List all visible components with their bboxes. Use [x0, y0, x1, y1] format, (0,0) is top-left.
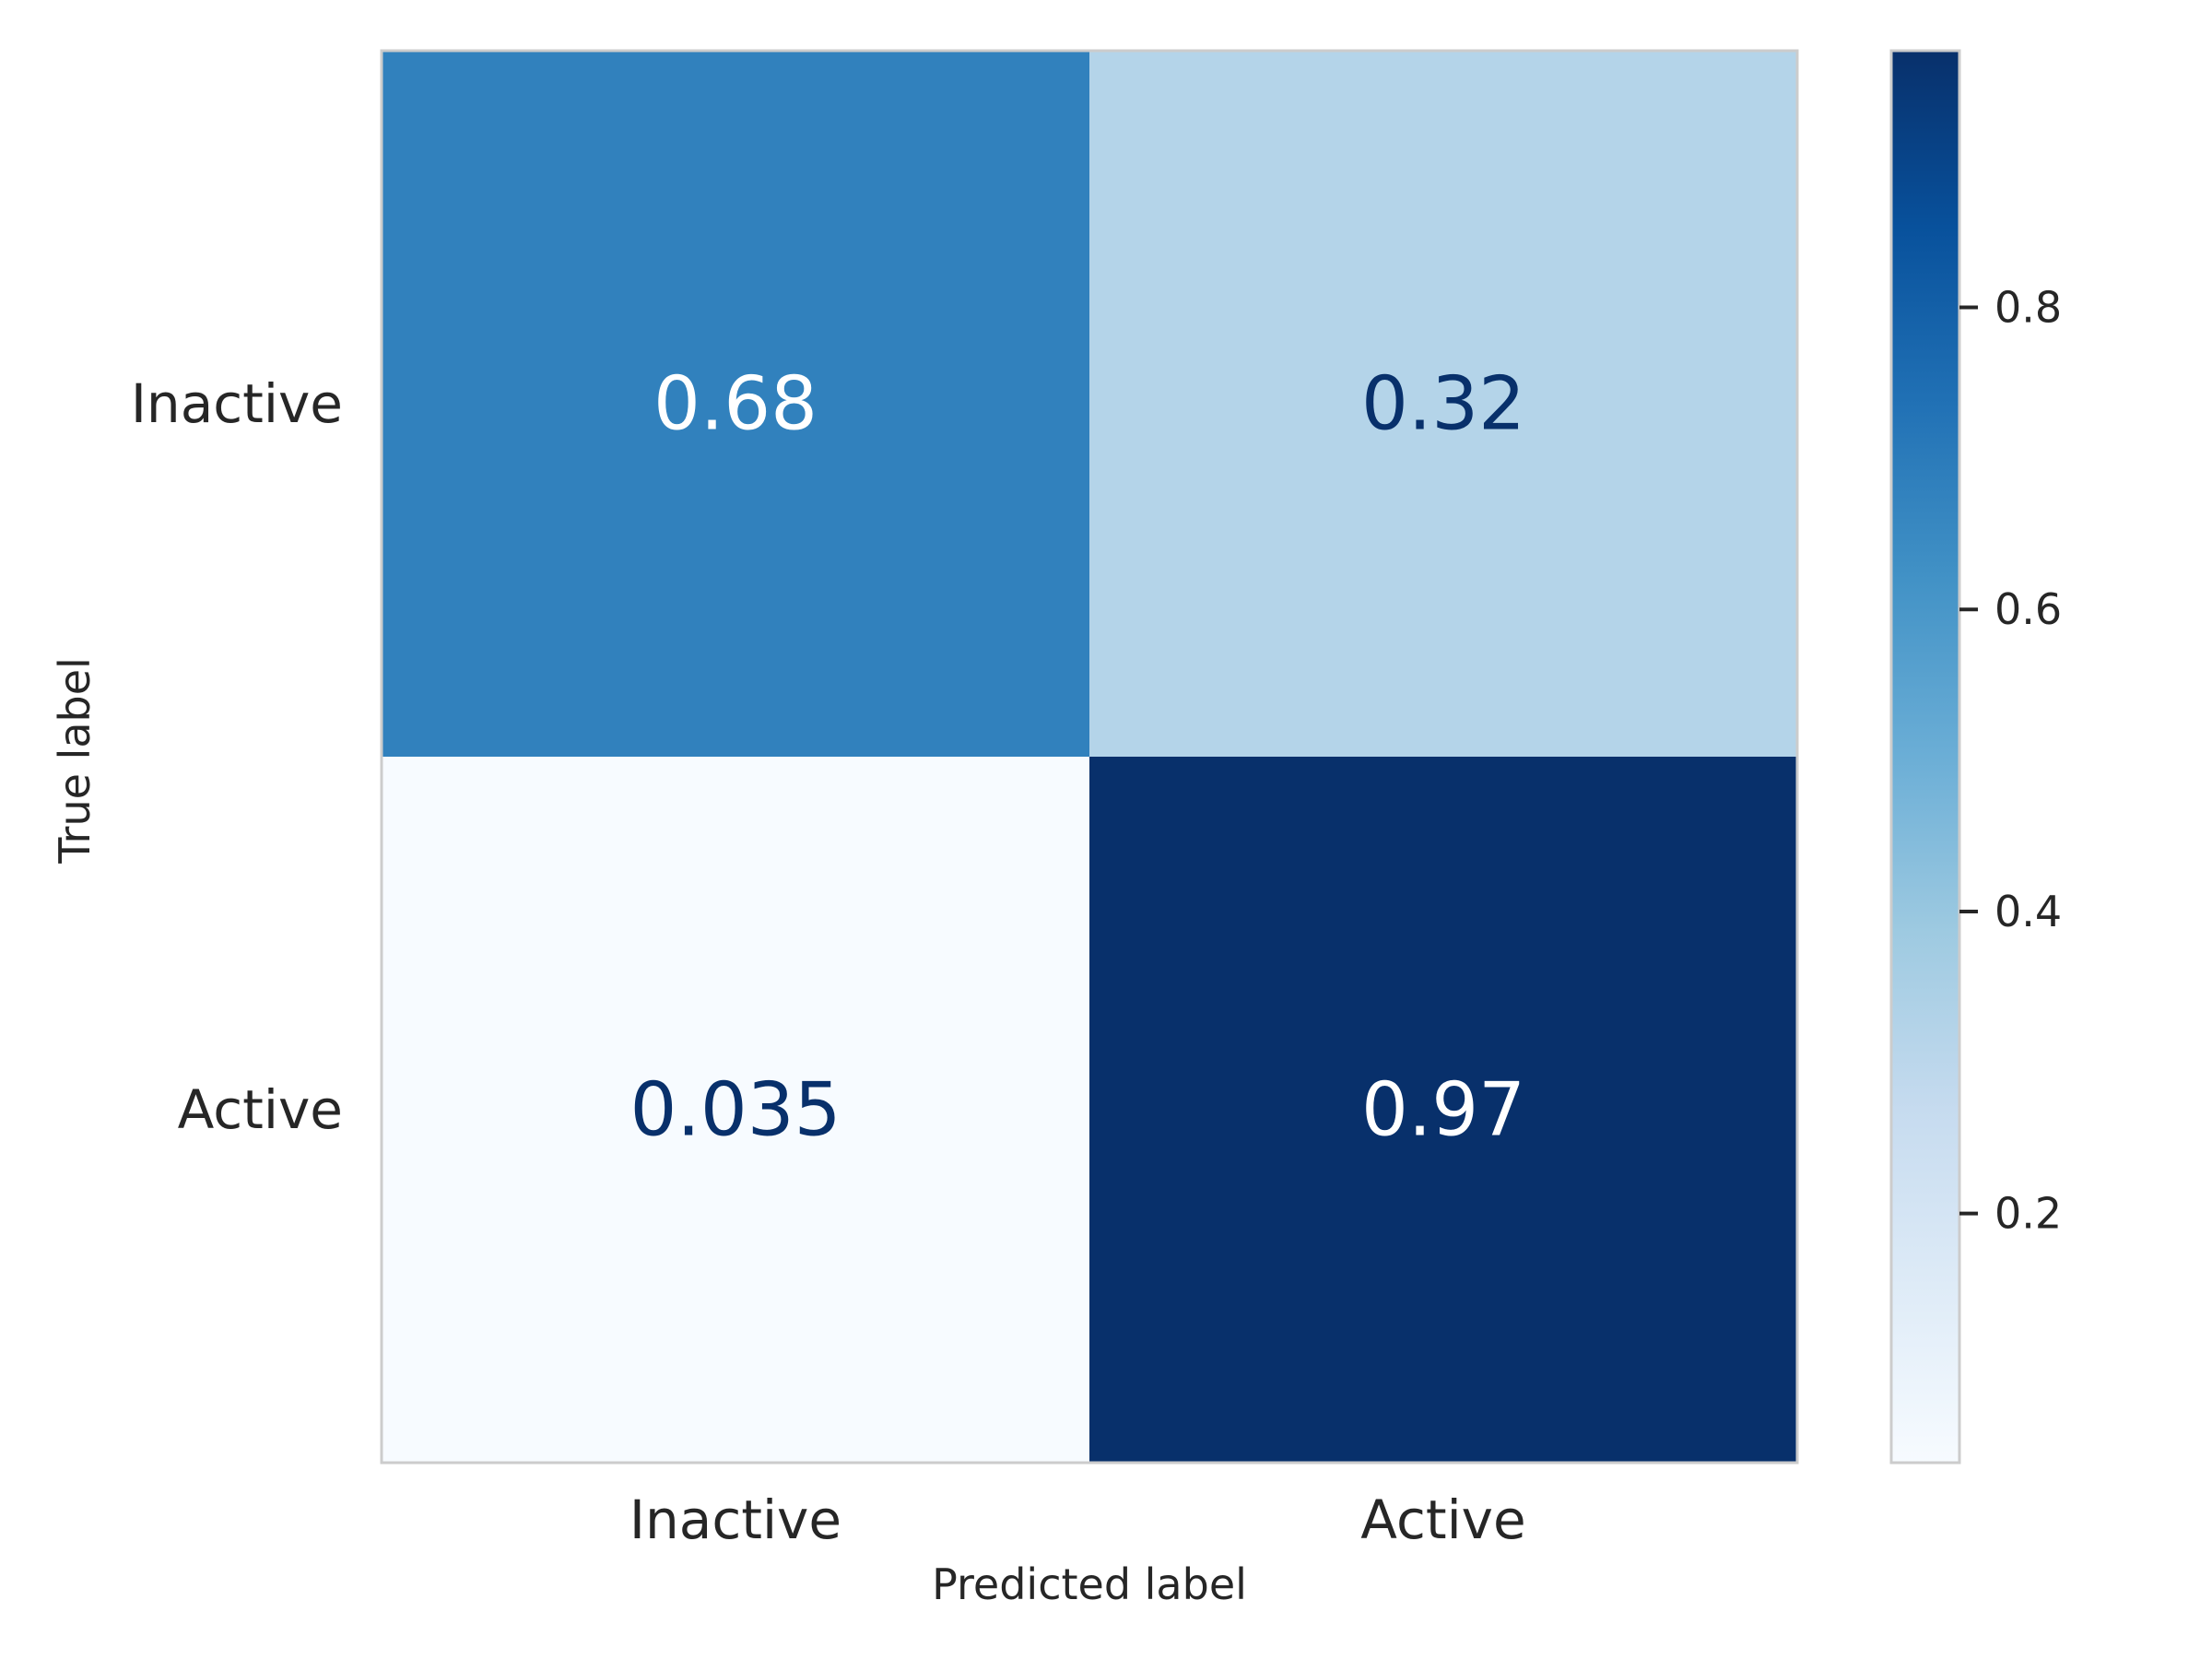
heatmap-cells: [382, 51, 1798, 1464]
y-tick-label: Active: [178, 1078, 343, 1141]
x-tick-label: Inactive: [629, 1488, 841, 1551]
colorbar-frame: [1889, 49, 1961, 1465]
colorbar-ticks: 0.2 0.4 0.6 0.8: [1959, 283, 2062, 1239]
cell-value-label: 0.68: [653, 361, 818, 447]
colorbar-gradient: [1891, 51, 1959, 1463]
heatmap-cell-labels: 0.68 0.32 0.035 0.97: [629, 361, 1525, 1153]
y-axis-label: True label: [50, 657, 100, 865]
heatmap-cell: [1089, 757, 1798, 1464]
colorbar-tick-label: 0.2: [1994, 1189, 2062, 1239]
y-tick-label: Inactive: [131, 372, 343, 435]
colorbar-tick-label: 0.4: [1994, 887, 2062, 936]
plot-frame: [380, 49, 1799, 1465]
colorbar-tick-label: 0.8: [1994, 283, 2062, 333]
colorbar-tick-label: 0.6: [1994, 584, 2062, 634]
x-axis-label: Predicted label: [932, 1559, 1247, 1609]
cell-value-label: 0.97: [1361, 1067, 1525, 1153]
heatmap-cell: [382, 51, 1090, 758]
cell-value-label: 0.035: [629, 1067, 841, 1153]
heatmap-cell: [382, 757, 1090, 1464]
cell-value-label: 0.32: [1361, 361, 1525, 447]
x-tick-label: Active: [1360, 1488, 1525, 1551]
y-tick-labels: Inactive Active: [131, 372, 343, 1141]
heatmap-cell: [1089, 51, 1798, 758]
x-tick-labels: Inactive Active: [629, 1488, 1526, 1551]
colorbar: 0.2 0.4 0.6 0.8: [1889, 49, 2062, 1465]
